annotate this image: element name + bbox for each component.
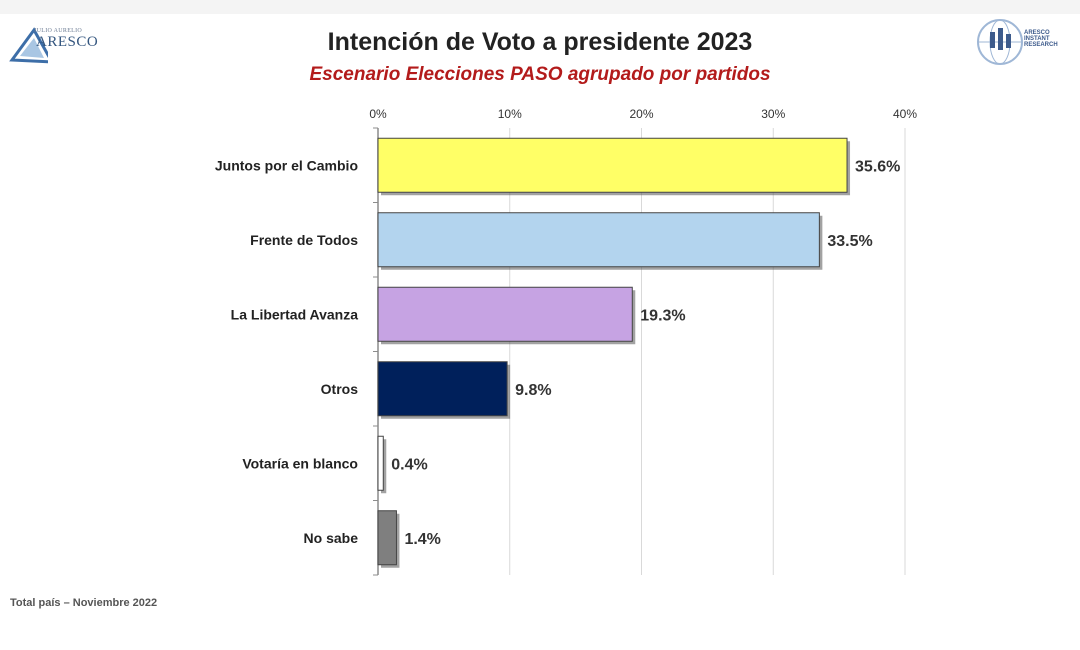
logo-right-line-3: RESEARCH: [1024, 42, 1058, 48]
aresco-logo-small-text: JULIO AURELIO: [34, 28, 83, 34]
bar-4: [377, 435, 384, 491]
x-tick-label-0: 0%: [369, 107, 387, 121]
x-tick-label-30: 30%: [761, 107, 785, 121]
logo-right-line-1: ARESCO: [1024, 30, 1050, 36]
globe-icon: [977, 19, 1023, 65]
bar-5: [377, 510, 397, 566]
x-tick-label-20: 20%: [629, 107, 653, 121]
aresco-instant-research-logo: ARESCO INSTANT RESEARCH: [976, 16, 1068, 70]
chart-title: Intención de Voto a presidente 2023: [327, 28, 753, 56]
category-label-5: No sabe: [304, 530, 359, 546]
aresco-logo-main-text: ARESCO: [36, 34, 99, 50]
footer-note: Total país – Noviembre 2022: [10, 597, 158, 609]
category-label-4: Votaría en blanco: [242, 455, 358, 471]
logo-right-line-2: INSTANT: [1024, 36, 1050, 42]
category-label-0: Juntos por el Cambio: [215, 157, 358, 173]
value-label-1: 33.5%: [827, 233, 872, 250]
value-label-2: 19.3%: [640, 307, 685, 324]
aresco-logo: JULIO AURELIO ARESCO: [8, 22, 118, 68]
aresco-triangle-logo-icon: [9, 27, 48, 64]
category-label-2: La Libertad Avanza: [231, 306, 359, 322]
top-strip: [0, 0, 1080, 14]
value-label-4: 0.4%: [391, 456, 427, 473]
x-tick-label-10: 10%: [498, 107, 522, 121]
value-label-0: 35.6%: [855, 158, 900, 175]
value-label-5: 1.4%: [404, 531, 440, 548]
bar-1: [377, 212, 820, 268]
category-label-1: Frente de Todos: [250, 232, 358, 248]
bar-3: [377, 361, 508, 417]
chart-subtitle: Escenario Elecciones PASO agrupado por p…: [309, 64, 771, 85]
x-tick-label-40: 40%: [893, 107, 917, 121]
bar-0: [377, 137, 848, 193]
bar-2: [377, 286, 633, 342]
value-label-3: 9.8%: [515, 382, 551, 399]
category-label-3: Otros: [321, 381, 359, 397]
